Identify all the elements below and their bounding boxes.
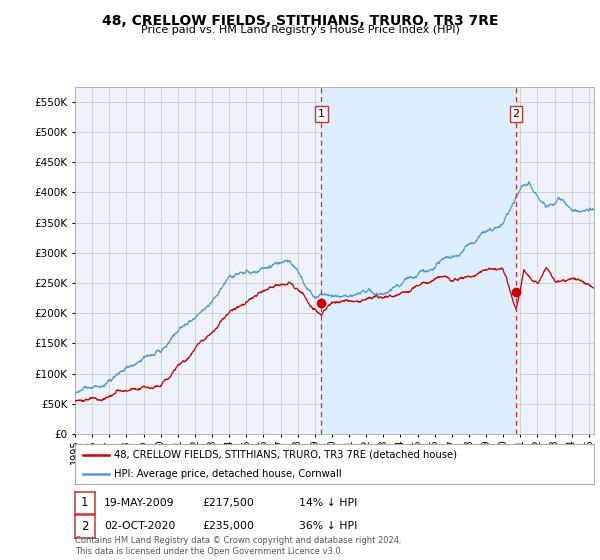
Text: £217,500: £217,500 — [203, 498, 254, 508]
Text: 48, CRELLOW FIELDS, STITHIANS, TRURO, TR3 7RE: 48, CRELLOW FIELDS, STITHIANS, TRURO, TR… — [102, 14, 498, 28]
Text: 2: 2 — [81, 520, 89, 533]
Text: Price paid vs. HM Land Registry's House Price Index (HPI): Price paid vs. HM Land Registry's House … — [140, 25, 460, 35]
Text: 2: 2 — [512, 109, 520, 119]
Text: 36% ↓ HPI: 36% ↓ HPI — [299, 521, 357, 531]
Text: 48, CRELLOW FIELDS, STITHIANS, TRURO, TR3 7RE (detached house): 48, CRELLOW FIELDS, STITHIANS, TRURO, TR… — [114, 450, 457, 460]
Bar — [322, 87, 516, 434]
Text: 1: 1 — [81, 496, 89, 510]
Text: Contains HM Land Registry data © Crown copyright and database right 2024.
This d: Contains HM Land Registry data © Crown c… — [75, 536, 401, 556]
Text: HPI: Average price, detached house, Cornwall: HPI: Average price, detached house, Corn… — [114, 469, 341, 478]
Text: 02-OCT-2020: 02-OCT-2020 — [104, 521, 175, 531]
Text: 1: 1 — [318, 109, 325, 119]
Text: 14% ↓ HPI: 14% ↓ HPI — [299, 498, 357, 508]
Text: 19-MAY-2009: 19-MAY-2009 — [104, 498, 175, 508]
Text: £235,000: £235,000 — [203, 521, 255, 531]
